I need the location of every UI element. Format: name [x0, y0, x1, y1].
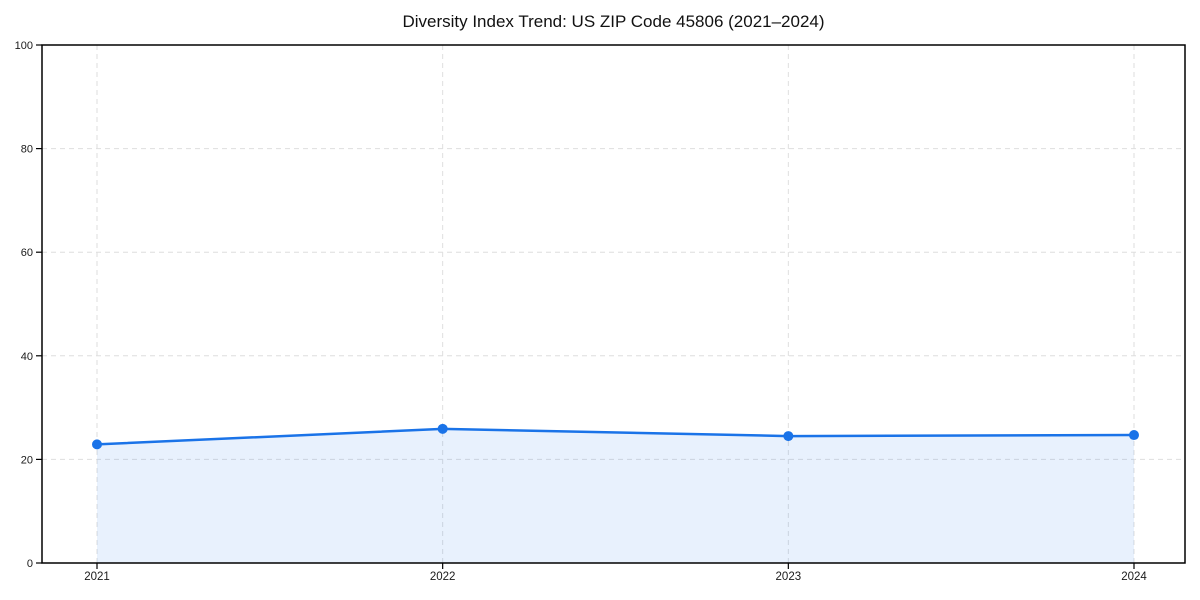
data-point-marker [783, 431, 794, 442]
x-tick-label: 2023 [776, 571, 802, 583]
x-tick-label: 2022 [430, 571, 456, 583]
area-fill [97, 428, 1134, 563]
data-point-marker [1129, 430, 1139, 441]
x-tick-label: 2024 [1121, 571, 1147, 583]
y-tick-label: 0 [27, 558, 33, 570]
y-tick-label: 20 [21, 454, 33, 466]
y-tick-label: 100 [15, 40, 33, 52]
x-tick-label: 2021 [84, 571, 110, 583]
y-tick-label: 60 [21, 247, 33, 259]
y-tick-label: 80 [21, 144, 33, 156]
series-line [95, 427, 1136, 446]
data-point-marker [437, 423, 448, 434]
y-tick-label: 40 [21, 351, 33, 363]
data-point-marker [92, 439, 102, 450]
chart-title: Diversity Index Trend: US ZIP Code 45806… [402, 12, 825, 31]
plot-frame [41, 44, 1186, 564]
